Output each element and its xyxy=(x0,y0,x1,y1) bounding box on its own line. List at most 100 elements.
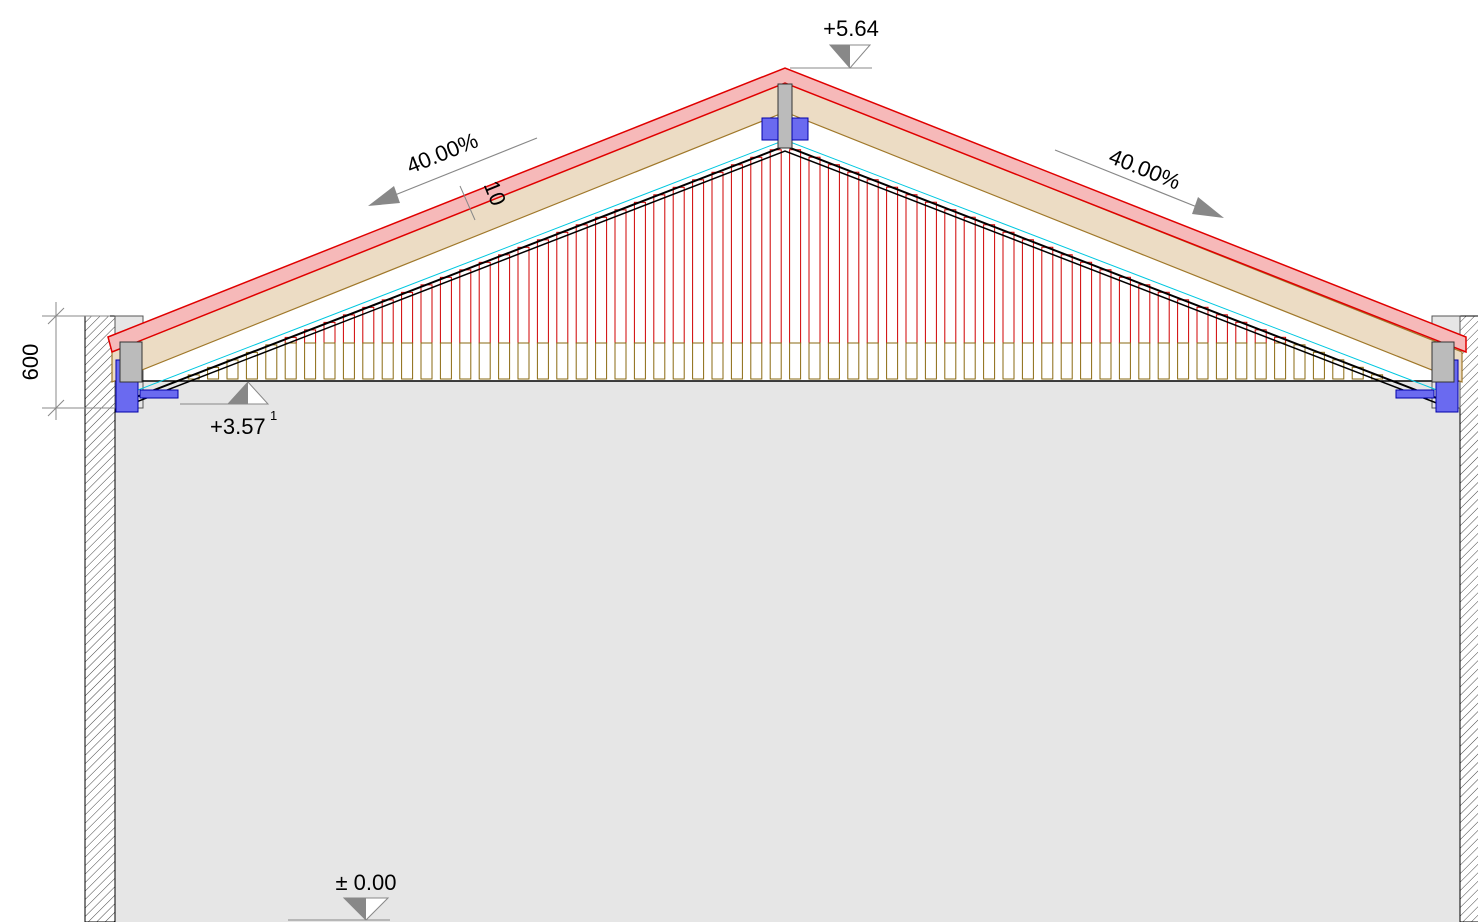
batten xyxy=(440,343,451,379)
batten xyxy=(479,262,490,343)
batten xyxy=(460,270,471,343)
batten xyxy=(712,172,723,343)
batten xyxy=(848,172,859,343)
batten xyxy=(634,343,645,379)
wall-height-dimension: 600 xyxy=(18,344,43,381)
batten xyxy=(984,343,995,379)
batten xyxy=(1255,343,1266,379)
batten xyxy=(693,343,704,379)
batten xyxy=(440,277,451,343)
batten xyxy=(421,285,432,343)
right-wall xyxy=(1460,316,1478,922)
batten xyxy=(712,343,723,379)
batten xyxy=(770,343,781,379)
batten xyxy=(596,343,607,379)
eave-post xyxy=(1432,342,1454,382)
batten xyxy=(848,343,859,379)
batten xyxy=(906,343,917,379)
batten xyxy=(1333,360,1344,379)
batten xyxy=(751,157,762,343)
batten xyxy=(479,343,490,379)
batten xyxy=(1081,262,1092,343)
eaves-elevation: +3.57 xyxy=(210,414,266,439)
batten xyxy=(654,195,665,343)
batten xyxy=(809,157,820,343)
batten xyxy=(518,343,529,379)
batten xyxy=(1119,277,1130,343)
batten xyxy=(867,180,878,343)
batten xyxy=(964,343,975,379)
batten xyxy=(1003,232,1014,343)
batten xyxy=(693,180,704,343)
batten xyxy=(576,343,587,379)
batten xyxy=(790,343,801,379)
batten xyxy=(731,343,742,379)
batten xyxy=(499,255,510,343)
batten xyxy=(557,343,568,379)
batten xyxy=(518,247,529,343)
batten xyxy=(537,343,548,379)
batten xyxy=(537,240,548,343)
batten xyxy=(887,187,898,343)
batten xyxy=(1081,343,1092,379)
eaves-superscript: 1 xyxy=(270,408,277,423)
slope-arrowhead xyxy=(1192,197,1224,218)
batten xyxy=(790,150,801,343)
batten xyxy=(324,343,335,379)
batten xyxy=(305,343,316,379)
batten xyxy=(1022,343,1033,379)
batten xyxy=(809,343,820,379)
batten xyxy=(925,343,936,379)
batten xyxy=(984,225,995,343)
batten xyxy=(1158,292,1169,343)
eave-plate xyxy=(140,390,178,398)
batten xyxy=(964,217,975,343)
batten xyxy=(1216,343,1227,379)
batten xyxy=(828,343,839,379)
batten xyxy=(1003,343,1014,379)
batten xyxy=(906,195,917,343)
batten xyxy=(421,343,432,379)
slope-left: 40.00% xyxy=(403,128,482,179)
batten xyxy=(654,343,665,379)
batten xyxy=(1022,240,1033,343)
batten xyxy=(1119,343,1130,379)
batten xyxy=(557,232,568,343)
batten xyxy=(867,343,878,379)
ridge-post xyxy=(778,84,792,148)
batten xyxy=(363,343,374,379)
batten xyxy=(1139,285,1150,343)
batten xyxy=(343,343,354,379)
batten xyxy=(1275,343,1286,379)
batten xyxy=(1061,343,1072,379)
ridge-plate xyxy=(762,118,778,140)
batten xyxy=(1042,343,1053,379)
left-wall xyxy=(85,316,115,922)
batten xyxy=(770,150,781,343)
batten xyxy=(285,343,296,379)
batten xyxy=(402,343,413,379)
batten xyxy=(499,343,510,379)
ridge-plate xyxy=(792,118,808,140)
eave-post xyxy=(120,342,142,382)
batten xyxy=(828,165,839,343)
batten xyxy=(1178,343,1189,379)
eave-plate xyxy=(1396,390,1434,398)
batten xyxy=(596,217,607,343)
batten xyxy=(634,202,645,343)
batten xyxy=(402,292,413,343)
batten xyxy=(945,343,956,379)
ridge-elevation: +5.64 xyxy=(823,16,879,41)
batten xyxy=(945,210,956,343)
batten xyxy=(382,343,393,379)
batten xyxy=(1100,343,1111,379)
batten xyxy=(1042,247,1053,343)
batten xyxy=(460,343,471,379)
batten xyxy=(751,343,762,379)
batten xyxy=(1139,343,1150,379)
batten xyxy=(1061,255,1072,343)
batten xyxy=(673,343,684,379)
batten xyxy=(887,343,898,379)
batten xyxy=(731,165,742,343)
